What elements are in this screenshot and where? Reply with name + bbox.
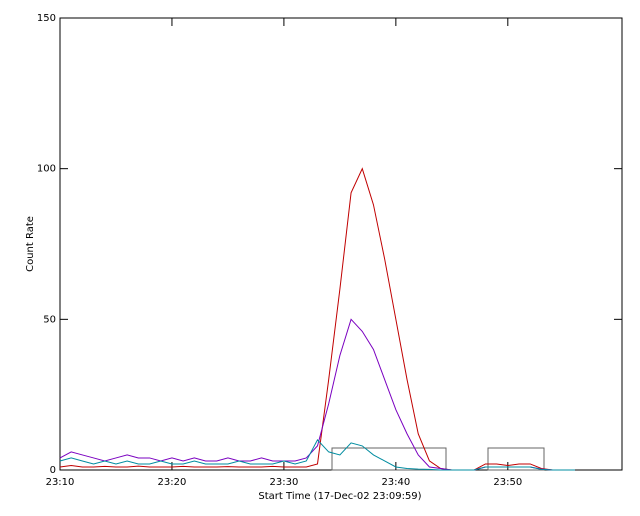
series-line [59, 167, 575, 471]
y-tick-label: 100 [37, 164, 56, 175]
interval-box [487, 447, 545, 471]
y-tick-label: 150 [37, 13, 56, 24]
series-line [59, 439, 575, 471]
x-tick-label: 23:10 [46, 477, 75, 488]
x-tick-label: 23:30 [269, 477, 298, 488]
x-tick-label: 23:20 [158, 477, 187, 488]
interval-box [331, 447, 447, 471]
x-axis-title: Start Time (17-Dec-02 23:09:59) [258, 491, 421, 502]
y-axis-title: Count Rate [25, 216, 36, 272]
plot-frame [59, 17, 623, 471]
x-tick-label: 23:50 [493, 477, 522, 488]
series-line [59, 318, 575, 471]
x-tick-label: 23:40 [381, 477, 410, 488]
y-tick-label: 0 [50, 465, 56, 476]
y-tick-label: 50 [43, 314, 56, 325]
